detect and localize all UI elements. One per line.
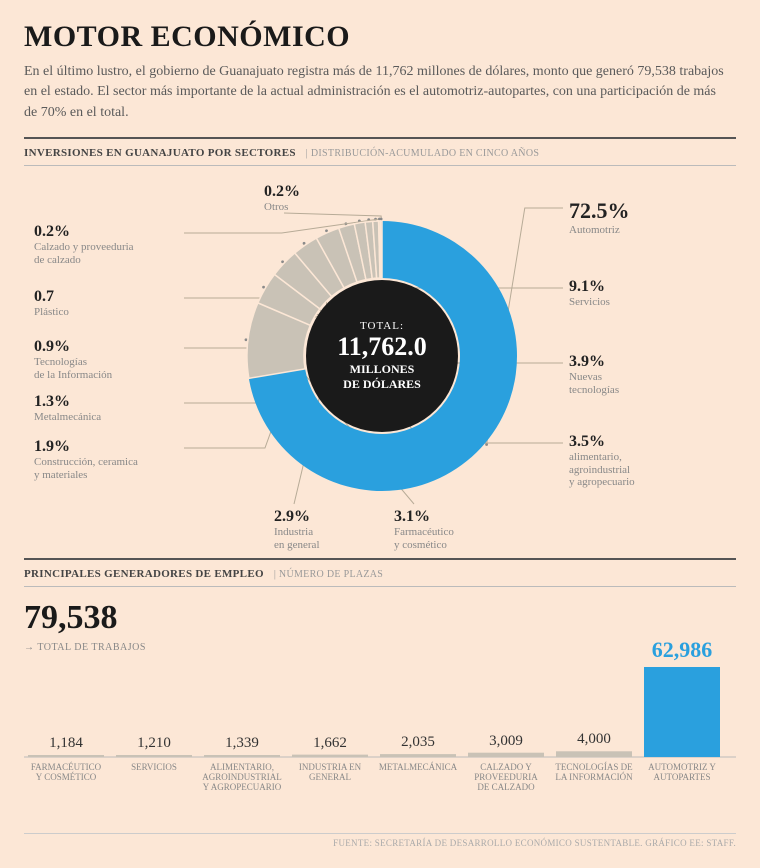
source-line: FUENTE: SECRETARÍA DE DESARROLLO ECONÓMI…	[24, 833, 736, 848]
bar-value: 2,035	[380, 734, 456, 751]
slice-pct: 72.5%	[569, 198, 729, 224]
bar-label: METALMECÁNICA	[376, 763, 460, 773]
slice-name: Construcción, ceramicay materiales	[34, 456, 194, 481]
page-title: MOTOR ECONÓMICO	[24, 20, 736, 54]
bar	[556, 751, 632, 757]
slice-name: Automotriz	[569, 224, 729, 237]
bar-value: 1,662	[292, 735, 368, 752]
slice-label: 72.5%Automotriz	[569, 198, 729, 237]
slice-pct: 0.7	[34, 288, 194, 306]
slice-label: 0.2%Calzado y proveeduriade calzado	[34, 223, 194, 266]
jobs-total-caption: → TOTAL DE TRABAJOS	[24, 642, 146, 653]
slice-label: 2.9%Industriaen general	[274, 508, 434, 551]
bar	[292, 755, 368, 757]
slice-pct: 1.3%	[34, 393, 194, 411]
infographic-root: MOTOR ECONÓMICO En el último lustro, el …	[0, 0, 760, 868]
lead-paragraph: En el último lustro, el gobierno de Guan…	[24, 62, 724, 123]
slice-name: alimentario,agroindustrialy agropecuario	[569, 451, 729, 489]
slice-name: Otros	[264, 201, 424, 214]
bar-value: 1,210	[116, 735, 192, 752]
slice-name: Metalmecánica	[34, 411, 194, 424]
section-subtitle: | NÚMERO DE PLAZAS	[274, 569, 383, 580]
bar	[468, 753, 544, 757]
bar-value: 3,009	[468, 733, 544, 750]
section-subtitle: | DISTRIBUCIÓN-ACUMULADO EN CINCO AÑOS	[306, 148, 539, 159]
bar-label: CALZADO YPROVEEDURIADE CALZADO	[464, 763, 548, 793]
donut-center-text: TOTAL:11,762.0MILLONESDE DÓLARES	[312, 320, 452, 392]
slice-name: Calzado y proveeduriade calzado	[34, 241, 194, 266]
slice-label: 9.1%Servicios	[569, 278, 729, 309]
donut-slice	[380, 221, 382, 278]
leader-line	[284, 213, 381, 219]
bar	[28, 755, 104, 757]
bar-chart: 1,184 FARMACÉUTICOY COSMÉTICO 1,210 SERVICI…	[24, 661, 736, 821]
bar-value: 1,339	[204, 735, 280, 752]
slice-label: 0.9%Tecnologíasde la Información	[34, 338, 194, 381]
slice-pct: 1.9%	[34, 438, 194, 456]
bar-label: AUTOMOTRIZ YAUTOPARTES	[640, 763, 724, 783]
center-value: 11,762.0	[312, 332, 452, 362]
slice-name: Industriaen general	[274, 526, 434, 551]
bar-value: 4,000	[556, 731, 632, 748]
slice-label: 1.3%Metalmecánica	[34, 393, 194, 424]
slice-pct: 3.9%	[569, 353, 729, 371]
slice-label: 0.7Plástico	[34, 288, 194, 319]
slice-name: Servicios	[569, 296, 729, 309]
slice-name: Tecnologíasde la Información	[34, 356, 194, 381]
center-unit: DE DÓLARES	[312, 377, 452, 392]
slice-label: 3.9%Nuevastecnologías	[569, 353, 729, 396]
slice-pct: 0.2%	[34, 223, 194, 241]
section-bar-donut: INVERSIONES EN GUANAJUATO POR SECTORES |…	[24, 137, 736, 166]
slice-pct: 3.5%	[569, 433, 729, 451]
jobs-total-value: 79,538	[24, 599, 118, 637]
bar-value: 1,184	[28, 735, 104, 752]
bar-label: TECNOLOGÍAS DELA INFORMACIÓN	[552, 763, 636, 783]
bar-label: FARMACÉUTICOY COSMÉTICO	[24, 763, 108, 783]
bar	[644, 667, 720, 757]
bar	[380, 754, 456, 757]
bar-label: ALIMENTARIO,AGROINDUSTRIALY AGROPECUARIO	[200, 763, 284, 793]
center-top: TOTAL:	[312, 320, 452, 332]
slice-pct: 2.9%	[274, 508, 434, 526]
center-unit: MILLONES	[312, 362, 452, 377]
slice-label: 1.9%Construcción, ceramicay materiales	[34, 438, 194, 481]
bar-value: 62,986	[644, 637, 720, 663]
bar-label: INDUSTRIA ENGENERAL	[288, 763, 372, 783]
section-bar-jobs: PRINCIPALES GENERADORES DE EMPLEO | NÚME…	[24, 558, 736, 587]
slice-pct: 9.1%	[569, 278, 729, 296]
slice-pct: 0.9%	[34, 338, 194, 356]
slice-label: 3.5%alimentario,agroindustrialy agropecu…	[569, 433, 729, 489]
slice-name: Plástico	[34, 306, 194, 319]
donut-chart: TOTAL:11,762.0MILLONESDE DÓLARES 72.5%Aut…	[24, 178, 736, 558]
bar-label: SERVICIOS	[112, 763, 196, 773]
bar	[204, 755, 280, 757]
slice-label: 0.2%Otros	[264, 183, 424, 214]
bar	[116, 755, 192, 757]
slice-name: Nuevastecnologías	[569, 371, 729, 396]
section-title: PRINCIPALES GENERADORES DE EMPLEO	[24, 568, 264, 580]
slice-pct: 0.2%	[264, 183, 424, 201]
jobs-total: 79,538 → TOTAL DE TRABAJOS	[24, 599, 736, 655]
section-title: INVERSIONES EN GUANAJUATO POR SECTORES	[24, 147, 296, 159]
